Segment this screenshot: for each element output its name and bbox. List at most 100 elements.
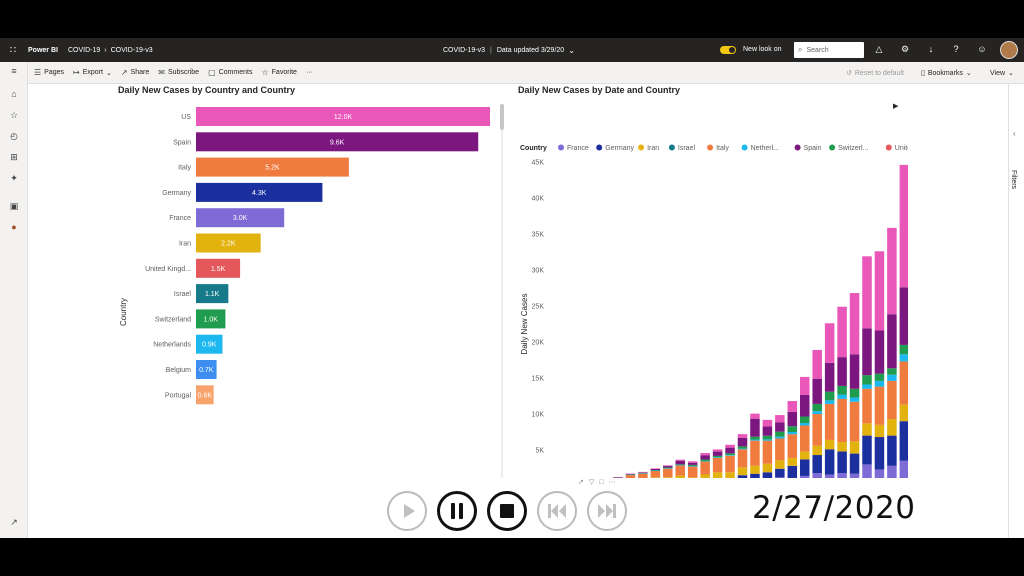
report-header[interactable]: COVID-19-v3 | Data updated 3/29/20 ⌄ [443, 38, 575, 62]
stack-segment[interactable] [824, 391, 835, 401]
stack-segment[interactable] [737, 475, 748, 478]
stack-segment[interactable] [625, 474, 636, 478]
chevron-left-icon[interactable]: ‹ [1013, 129, 1016, 138]
stack-segment[interactable] [849, 397, 860, 402]
stack-segment[interactable] [663, 468, 673, 478]
stack-segment[interactable] [750, 436, 760, 440]
bar[interactable] [196, 132, 479, 152]
stack-segment[interactable] [874, 330, 885, 374]
stack-segment[interactable] [638, 473, 648, 478]
stack-segment[interactable] [800, 475, 810, 478]
help-icon[interactable]: ? [953, 44, 959, 54]
stack-segment[interactable] [775, 422, 785, 432]
bookmarks-button[interactable]: ▯ Bookmarks ⌄ [921, 62, 972, 84]
stack-segment[interactable] [663, 468, 673, 469]
stack-segment[interactable] [887, 368, 897, 375]
stack-segment[interactable] [874, 469, 885, 478]
stack-segment[interactable] [750, 465, 760, 474]
filter-icon[interactable]: ▽ [588, 479, 600, 486]
stack-segment[interactable] [862, 464, 872, 478]
stack-segment[interactable] [650, 468, 661, 471]
stack-segment[interactable] [812, 349, 822, 379]
subscribe-button[interactable]: ✉ Subscribe [158, 68, 199, 77]
stack-segment[interactable] [675, 464, 686, 466]
play-button[interactable] [387, 491, 427, 531]
stack-segment[interactable] [874, 251, 885, 331]
pages-button[interactable]: ☰ Pages [34, 68, 64, 77]
stack-segment[interactable] [899, 404, 908, 422]
stack-segment[interactable] [775, 468, 785, 478]
stack-segment[interactable] [899, 460, 908, 478]
stack-segment[interactable] [750, 440, 760, 466]
stack-segment[interactable] [837, 394, 847, 399]
horizontal-bar-chart[interactable]: 0K2K4K6K8K10KUS12.0KSpain9.6KItaly5.2KGe… [110, 98, 510, 478]
stack-segment[interactable] [812, 473, 822, 478]
stack-segment[interactable] [650, 477, 661, 478]
more-options-button[interactable]: ··· [305, 69, 313, 76]
stack-segment[interactable] [725, 455, 735, 456]
stack-segment[interactable] [750, 418, 760, 437]
stack-segment[interactable] [725, 455, 735, 473]
stack-segment[interactable] [775, 436, 785, 439]
bar[interactable] [196, 334, 223, 354]
stack-segment[interactable] [650, 468, 661, 469]
stack-segment[interactable] [800, 425, 810, 452]
stack-segment[interactable] [812, 455, 822, 474]
shared-icon[interactable]: ✦ [10, 173, 18, 183]
stack-segment[interactable] [675, 460, 686, 465]
stack-segment[interactable] [862, 423, 872, 436]
stack-segment[interactable] [800, 416, 810, 423]
stack-segment[interactable] [638, 471, 648, 473]
stack-segment[interactable] [762, 435, 773, 440]
breadcrumb-workspace[interactable]: COVID-19 [67, 46, 101, 54]
stack-segment[interactable] [737, 446, 748, 449]
bar[interactable] [196, 309, 226, 329]
view-button[interactable]: View ⌄ [990, 62, 1014, 84]
stack-segment[interactable] [750, 413, 760, 419]
stack-segment[interactable] [824, 474, 835, 478]
stack-segment[interactable] [762, 440, 773, 464]
stack-segment[interactable] [887, 380, 897, 420]
stack-segment[interactable] [712, 457, 723, 458]
stack-segment[interactable] [687, 465, 698, 467]
stack-segment[interactable] [787, 432, 798, 435]
stack-segment[interactable] [762, 419, 773, 427]
stack-segment[interactable] [862, 388, 872, 424]
stack-segment[interactable] [762, 472, 773, 478]
stack-segment[interactable] [849, 473, 860, 478]
stack-segment[interactable] [625, 473, 636, 475]
stack-segment[interactable] [687, 464, 698, 466]
stack-segment[interactable] [712, 455, 723, 458]
skip-forward-button[interactable] [587, 491, 627, 531]
stack-segment[interactable] [812, 378, 822, 404]
stack-segment[interactable] [762, 463, 773, 473]
breadcrumb-report[interactable]: COVID-19-v3 [110, 46, 153, 54]
legend-item[interactable]: Netherl... [751, 145, 779, 152]
stack-segment[interactable] [837, 442, 847, 452]
stack-segment[interactable] [687, 466, 698, 478]
stack-segment[interactable] [887, 314, 897, 369]
stack-segment[interactable] [887, 227, 897, 315]
stack-segment[interactable] [712, 457, 723, 473]
stack-segment[interactable] [849, 293, 860, 355]
visual-options[interactable]: ↗▽□⋯ [578, 478, 621, 486]
search-input[interactable]: ⌕ Search [794, 42, 864, 58]
stack-segment[interactable] [849, 453, 860, 474]
stack-segment[interactable] [625, 473, 636, 475]
stack-segment[interactable] [874, 373, 885, 381]
recent-clock-icon[interactable]: ◴ [10, 131, 18, 141]
stack-segment[interactable] [737, 449, 748, 468]
stack-segment[interactable] [862, 328, 872, 376]
stack-segment[interactable] [862, 256, 872, 329]
comments-button[interactable]: ▢ Comments [208, 68, 252, 77]
stack-segment[interactable] [837, 473, 847, 478]
favorites-star-icon[interactable]: ☆ [9, 110, 19, 120]
stack-segment[interactable] [824, 439, 835, 450]
bar[interactable] [196, 107, 490, 126]
stack-segment[interactable] [613, 477, 623, 478]
stack-segment[interactable] [775, 431, 785, 437]
stack-segment[interactable] [638, 473, 648, 474]
bar[interactable] [196, 385, 214, 405]
bar[interactable] [196, 157, 349, 177]
stack-segment[interactable] [725, 453, 735, 456]
